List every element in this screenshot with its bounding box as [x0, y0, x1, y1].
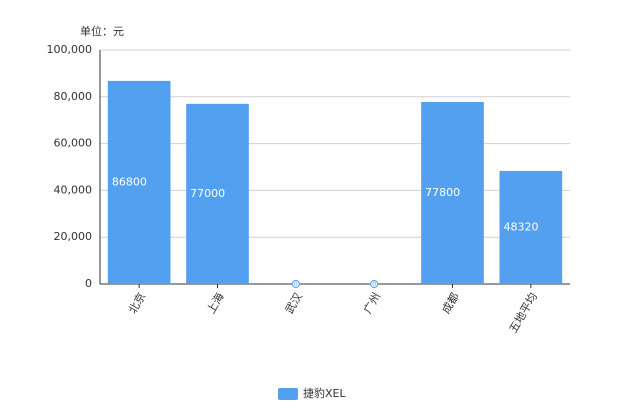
y-tick-label: 80,000: [54, 90, 93, 103]
legend-label: 捷豹XEL: [303, 386, 346, 400]
data-label: 77000: [190, 187, 225, 200]
x-tick-label: 五地平均: [507, 291, 540, 336]
y-tick-label: 20,000: [54, 230, 93, 243]
x-tick-label: 北京: [125, 290, 148, 316]
x-tick-label: 广州: [361, 291, 383, 317]
y-tick-label: 60,000: [54, 137, 93, 150]
legend-swatch: [278, 388, 298, 400]
y-tick-label: 0: [85, 277, 92, 290]
zero-marker: [370, 280, 379, 288]
zero-marker: [291, 280, 300, 288]
data-label: 48320: [504, 220, 539, 233]
x-tick-label: 上海: [204, 290, 227, 316]
bar: [499, 170, 563, 284]
data-label: 0: [372, 281, 376, 288]
unit-label: 单位：元: [80, 24, 124, 38]
x-tick-label: 成都: [439, 291, 461, 317]
data-label: 77800: [425, 186, 460, 199]
bar: [107, 80, 171, 284]
bar: [421, 101, 484, 284]
data-label: 86800: [112, 175, 147, 188]
data-label: 0: [294, 281, 298, 288]
y-tick-label: 100,000: [47, 43, 93, 56]
x-tick-label: 武汉: [283, 291, 305, 317]
y-tick-label: 40,000: [54, 183, 93, 196]
bar: [186, 103, 249, 284]
